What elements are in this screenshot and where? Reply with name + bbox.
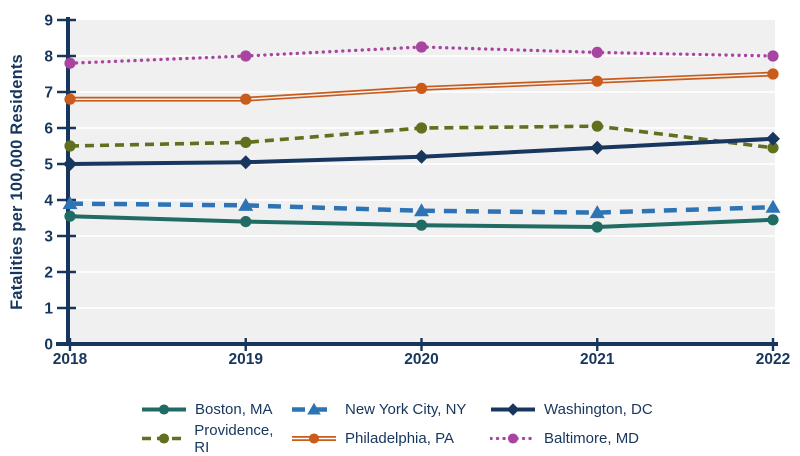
legend-item-boston-ma: Boston, MA — [141, 400, 291, 419]
data-point-baltimore-md-2022 — [767, 50, 779, 62]
x-tick-label: 2019 — [229, 351, 264, 368]
legend-label-baltimore-md: Baltimore, MD — [544, 430, 640, 447]
data-point-philadelphia-pa-2022 — [767, 68, 779, 80]
legend-sample-marker — [158, 433, 170, 444]
x-tick-label: 2021 — [580, 351, 615, 368]
data-point-new-york-city-ny-2019 — [238, 197, 254, 211]
legend-line-sample-philadelphia-pa — [292, 433, 336, 444]
legend-label-philadelphia-pa: Philadelphia, PA — [345, 430, 454, 447]
data-point-providence-ri-2021 — [591, 120, 603, 132]
x-tick-label: 2020 — [404, 351, 438, 368]
legend-item-philadelphia-pa: Philadelphia, PA — [291, 429, 490, 448]
legend-sample-marker — [506, 403, 520, 416]
legend-line-sample-providence-ri — [142, 433, 186, 444]
legend-line-sample-washington-dc — [491, 403, 535, 416]
data-point-providence-ri-2018 — [64, 140, 76, 152]
plot-background — [68, 20, 775, 344]
data-point-boston-ma-2018 — [64, 210, 76, 222]
y-tick-label: 2 — [44, 265, 53, 282]
y-tick-label: 6 — [44, 121, 53, 138]
data-point-new-york-city-ny-2022 — [765, 199, 781, 213]
y-tick-label: 7 — [44, 85, 53, 102]
data-point-boston-ma-2022 — [767, 214, 779, 226]
legend-line-sample-baltimore-md — [490, 433, 536, 444]
legend-sample-marker — [507, 433, 519, 444]
y-tick-label: 0 — [44, 337, 53, 354]
y-tick-label: 4 — [44, 193, 53, 210]
legend-sample-marker — [158, 404, 170, 415]
chart-legend: Boston, MA New York City, NY Washington, D… — [141, 400, 800, 456]
data-point-washington-dc-2018 — [63, 157, 77, 171]
data-point-philadelphia-pa-2018 — [64, 93, 76, 105]
data-point-boston-ma-2021 — [591, 221, 603, 233]
y-tick-label: 5 — [44, 157, 53, 174]
data-point-philadelphia-pa-2020 — [415, 82, 428, 94]
legend-label-boston-ma: Boston, MA — [195, 401, 273, 418]
data-point-providence-ri-2020 — [415, 122, 428, 134]
data-point-philadelphia-pa-2021 — [591, 75, 603, 87]
data-point-baltimore-md-2020 — [415, 41, 428, 53]
y-tick-label: 3 — [44, 229, 53, 246]
chart-plot-area-svg: 0 1 2 3 4 5 6 7 8 9 2018 2019 2020 2021 2022 Fatalities… — [8, 13, 790, 369]
legend-sample-marker — [307, 402, 321, 415]
legend-item-baltimore-md: Baltimore, MD — [490, 429, 800, 448]
y-axis-title: Fatalities per 100,000 Residents — [8, 54, 26, 310]
data-point-boston-ma-2019 — [240, 216, 252, 228]
x-tick-label: 2018 — [53, 351, 88, 368]
legend-line-sample-boston-ma — [142, 404, 186, 415]
data-point-washington-dc-2021 — [590, 140, 605, 155]
data-point-providence-ri-2022 — [767, 142, 779, 154]
data-point-philadelphia-pa-2019 — [240, 93, 252, 105]
data-point-washington-dc-2019 — [238, 155, 253, 170]
legend-sample-marker — [308, 433, 320, 444]
data-point-new-york-city-ny-2020 — [414, 203, 429, 217]
data-point-washington-dc-2020 — [414, 149, 429, 164]
x-tick-label: 2022 — [756, 351, 790, 368]
legend-item-new-york-city-ny: New York City, NY — [291, 400, 490, 419]
data-point-washington-dc-2022 — [766, 131, 780, 146]
y-tick-label: 1 — [44, 301, 53, 318]
legend-item-washington-dc: Washington, DC — [490, 400, 800, 419]
y-tick-label: 8 — [44, 49, 53, 66]
legend-label-new-york-city-ny: New York City, NY — [345, 401, 467, 418]
data-point-new-york-city-ny-2018 — [62, 196, 78, 210]
data-point-new-york-city-ny-2021 — [589, 205, 605, 219]
legend-label-providence-ri: Providence, RI — [194, 421, 274, 456]
data-point-baltimore-md-2021 — [591, 46, 603, 59]
legend-label-washington-dc: Washington, DC — [544, 401, 653, 418]
data-point-providence-ri-2019 — [240, 136, 252, 148]
data-point-baltimore-md-2018 — [64, 57, 76, 69]
legend-item-providence-ri: Providence, RI — [141, 422, 291, 456]
data-point-baltimore-md-2019 — [240, 50, 252, 62]
data-point-boston-ma-2020 — [415, 219, 428, 231]
legend-line-sample-new-york-city-ny — [292, 402, 336, 415]
series-line-new-york-city-ny — [69, 201, 774, 215]
y-tick-label: 9 — [44, 13, 53, 30]
